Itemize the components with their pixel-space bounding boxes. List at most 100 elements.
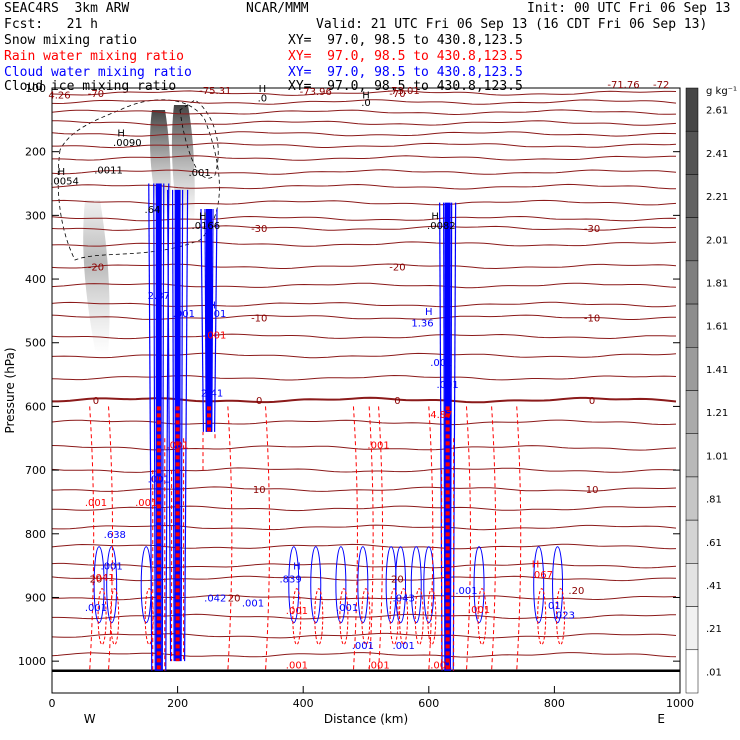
- contour-annotation: -73.01: [388, 86, 420, 97]
- y-axis-label: Pressure (hPa): [3, 347, 17, 433]
- cloud-water-cell: [385, 546, 397, 624]
- y-tick-label: 800: [25, 528, 46, 541]
- contour-annotation: .001: [173, 309, 195, 320]
- isotherm-line: [51, 90, 677, 96]
- x-tick-label: 0: [49, 697, 56, 710]
- valid-time: Valid: 21 UTC Fri 06 Sep 13 (16 CDT Fri …: [316, 17, 708, 32]
- field-label-cloud-water: Cloud water mixing ratio: [4, 65, 192, 80]
- rain-water-contour: [352, 406, 358, 671]
- contour-annotation: 01: [548, 601, 561, 612]
- colorbar-label: 2.21: [706, 192, 728, 203]
- colorbar-label: 1.41: [706, 365, 728, 376]
- field-xy-cloud-water: XY= 97.0, 98.5 to 430.8,123.5: [288, 65, 523, 80]
- isotherm-label: 10: [586, 485, 599, 496]
- contour-annotation: H: [362, 90, 370, 101]
- rain-water-cell: [97, 588, 107, 646]
- x-axis-label: Distance (km): [324, 712, 408, 726]
- cloud-water-contour: [184, 189, 189, 662]
- x-tick-label: 400: [293, 697, 314, 710]
- contour-annotation: .001: [204, 309, 226, 320]
- rain-water-cell: [292, 588, 302, 646]
- field-xy-cloud-ice: XY= 97.0, 98.5 to 430.8,123.5: [288, 79, 523, 94]
- rain-water-contour: [368, 406, 374, 671]
- x-tick-label: 200: [167, 697, 188, 710]
- x-tick-label: 800: [544, 697, 565, 710]
- contour-annotation: .0054: [50, 176, 79, 187]
- isotherm-label: -30: [251, 224, 267, 235]
- colorbar-swatch: [685, 433, 699, 478]
- colorbar-label: .41: [706, 581, 722, 592]
- contour-annotation: .041: [92, 573, 114, 584]
- isotherm-label: 20: [391, 574, 404, 585]
- field-label-cloud-ice: Cloud ice mixing ratio: [4, 79, 177, 94]
- isotherm-line: [52, 120, 677, 126]
- contour-annotation: .001: [430, 660, 452, 671]
- rain-water-contour: [227, 406, 233, 671]
- colorbar-swatch: [685, 563, 699, 607]
- colorbar-label: .81: [706, 495, 722, 506]
- rain-water-cell: [314, 588, 324, 646]
- isotherm-label: -20: [389, 262, 405, 273]
- isotherm-line: [51, 215, 677, 222]
- contour-annotation: .001: [336, 603, 358, 614]
- precipitation-contours: [89, 183, 566, 671]
- isotherm-line: [51, 374, 677, 381]
- contour-annotation: H: [431, 211, 439, 222]
- isotherm-line: [51, 333, 676, 340]
- y-tick-label: 400: [25, 273, 46, 286]
- y-tick-label: 200: [25, 146, 46, 159]
- rain-water-cell: [414, 588, 424, 646]
- y-tick-label: 600: [25, 400, 46, 413]
- cloud-water-contour: [200, 208, 204, 432]
- isotherm-line: [51, 524, 677, 531]
- cloud-water-contour: [167, 189, 172, 662]
- rain-water-cell: [144, 588, 154, 646]
- contour-annotation: .001: [430, 358, 452, 369]
- rain-water-cell: [477, 588, 487, 646]
- x-tick-label: 600: [418, 697, 439, 710]
- cloud-water-cell: [533, 546, 545, 624]
- cloud-water-contour: [153, 183, 156, 671]
- colorbar-swatch: [685, 174, 699, 218]
- rain-water-contour: [428, 406, 434, 671]
- temperature-contours: [51, 90, 680, 672]
- isotherm-label: -20: [88, 262, 104, 273]
- contour-annotation: 20: [228, 593, 241, 604]
- contour-annotation: H: [259, 84, 267, 95]
- field-xy-snow: XY= 97.0, 98.5 to 430.8,123.5: [288, 33, 523, 48]
- y-tick-label: 300: [25, 209, 46, 222]
- colorbar-label: 1.81: [706, 278, 728, 289]
- isotherm-line: [51, 263, 677, 270]
- colorbar-label: 1.21: [706, 408, 728, 419]
- cloud-water-cell: [310, 546, 322, 624]
- colorbar-label: 2.41: [706, 149, 728, 160]
- contour-annotation: -72: [653, 80, 669, 91]
- isotherm-line: [51, 183, 677, 190]
- contour-annotation: H: [199, 211, 207, 222]
- contour-annotation: .839: [280, 574, 302, 585]
- cloud-water-contour: [449, 202, 453, 671]
- contour-annotation: 4.26: [48, 90, 70, 101]
- contour-annotation: .0: [361, 98, 371, 109]
- y-tick-label: 500: [25, 337, 46, 350]
- contour-annotation: .001: [204, 330, 226, 341]
- cloud-water-cell: [410, 546, 422, 624]
- contour-annotation: .001: [455, 586, 477, 597]
- contour-annotation: .64: [145, 205, 161, 216]
- contour-annotation: .023: [553, 611, 575, 622]
- isotherm-line: [51, 99, 677, 105]
- colorbar-swatch: [685, 303, 699, 348]
- isotherm-line: [52, 155, 677, 161]
- contour-annotation: .001: [188, 168, 210, 179]
- contour-annotation: .001: [85, 498, 107, 509]
- contour-annotation: .001: [85, 603, 107, 614]
- cloud-water-cell: [423, 546, 435, 624]
- contour-annotation: .001: [286, 660, 308, 671]
- contour-annotation: .001: [352, 641, 374, 652]
- isotherm-label: -10: [251, 313, 267, 324]
- init-time: Init: 00 UTC Fri 06 Sep 13: [527, 1, 731, 16]
- isotherm-label: 0: [93, 396, 99, 407]
- model-title: SEAC4RS 3km ARW: [4, 1, 130, 16]
- contour-annotation: .0090: [113, 138, 142, 149]
- cloud-water-cell: [552, 546, 564, 624]
